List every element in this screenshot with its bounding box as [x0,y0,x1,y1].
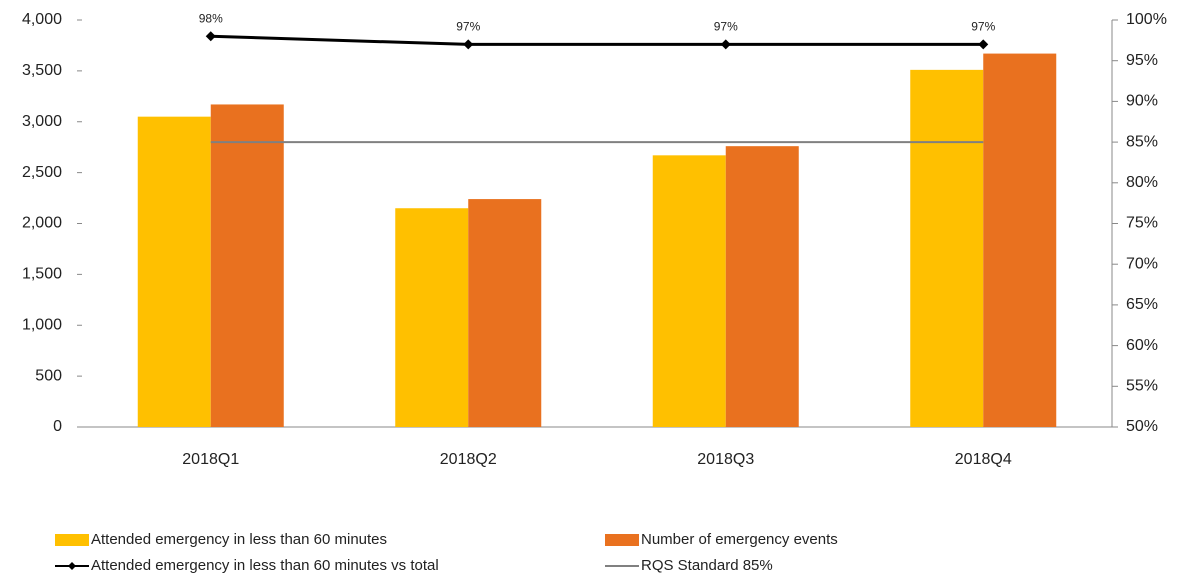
line [210,34,984,46]
y-tick-label: 3,000 [22,113,62,130]
y2-tick-label: 100% [1126,11,1167,28]
bar [137,116,211,427]
y2-tick-label: 70% [1126,255,1158,272]
marker [978,39,989,50]
y2-tick-label: 60% [1126,337,1158,354]
y-tick-label: 0 [53,418,62,435]
y-tick-label: 2,000 [22,215,62,232]
marker [463,39,474,50]
y2-tick-label: 50% [1126,418,1158,435]
bar [210,104,284,427]
x-tick-label: 2018Q3 [697,451,754,468]
bar [652,155,726,427]
y-tick-label: 1,500 [22,266,62,283]
marker [205,31,216,42]
bar [910,69,984,428]
legend-label: RQS Standard 85% [641,557,773,574]
bar [395,208,469,427]
x-tick-label: 2018Q1 [182,451,239,468]
data-label: 97% [971,20,995,34]
y2-tick-label: 75% [1126,215,1158,232]
legend-label: Number of emergency events [641,531,838,548]
legend-label: Attended emergency in less than 60 minut… [91,531,387,548]
bar [468,199,542,427]
x-tick-label: 2018Q4 [955,451,1012,468]
y-tick-label: 3,500 [22,62,62,79]
bar [983,53,1057,427]
y2-tick-label: 65% [1126,296,1158,313]
marker [720,39,731,50]
y-tick-label: 2,500 [22,164,62,181]
data-label: 98% [199,11,223,25]
data-label: 97% [456,20,480,34]
y-tick-label: 1,000 [22,316,62,333]
x-tick-label: 2018Q2 [440,451,497,468]
y2-tick-label: 55% [1126,378,1158,395]
y2-tick-label: 90% [1126,93,1158,110]
data-label: 97% [714,20,738,34]
y2-tick-label: 80% [1126,174,1158,191]
legend-swatch [55,534,89,546]
legend-swatch [605,534,639,546]
y2-tick-label: 85% [1126,133,1158,150]
y2-tick-label: 95% [1126,52,1158,69]
legend-label: Attended emergency in less than 60 minut… [91,557,439,574]
legend-marker [68,562,76,570]
y-tick-label: 4,000 [22,11,62,28]
bar [725,146,799,428]
y-tick-label: 500 [35,367,62,384]
